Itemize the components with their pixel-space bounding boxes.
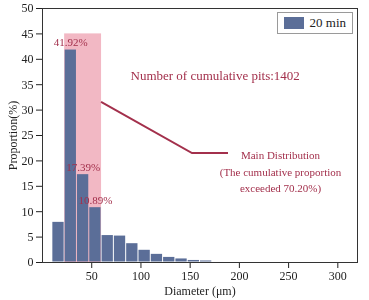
svg-text:17.39%: 17.39% bbox=[66, 161, 100, 173]
svg-text:5: 5 bbox=[28, 230, 34, 244]
svg-text:100: 100 bbox=[132, 269, 150, 283]
svg-text:Proportion(%): Proportion(%) bbox=[6, 101, 20, 170]
svg-text:40: 40 bbox=[22, 52, 34, 66]
svg-text:30: 30 bbox=[22, 103, 34, 117]
svg-text:10: 10 bbox=[22, 205, 34, 219]
svg-text:50: 50 bbox=[22, 1, 34, 15]
svg-text:50: 50 bbox=[86, 269, 98, 283]
svg-text:45: 45 bbox=[22, 27, 34, 41]
svg-text:300: 300 bbox=[329, 269, 347, 283]
svg-text:250: 250 bbox=[280, 269, 298, 283]
svg-text:150: 150 bbox=[181, 269, 199, 283]
svg-text:10.89%: 10.89% bbox=[78, 194, 112, 206]
svg-text:Number of cumulative pits:1402: Number of cumulative pits:1402 bbox=[131, 68, 300, 83]
svg-text:Diameter (μm): Diameter (μm) bbox=[164, 284, 235, 298]
html-text:20 min: 20 min bbox=[309, 15, 346, 30]
svg-text:Main Distribution(The cumulati: Main Distribution(The cumulative proport… bbox=[220, 149, 342, 195]
svg-text:35: 35 bbox=[22, 78, 34, 92]
svg-text:15: 15 bbox=[22, 179, 34, 193]
svg-text:200: 200 bbox=[230, 269, 248, 283]
svg-text:25: 25 bbox=[22, 128, 34, 142]
svg-text:0: 0 bbox=[28, 255, 34, 269]
svg-text:20: 20 bbox=[22, 154, 34, 168]
svg-text:41.92%: 41.92% bbox=[54, 36, 88, 48]
